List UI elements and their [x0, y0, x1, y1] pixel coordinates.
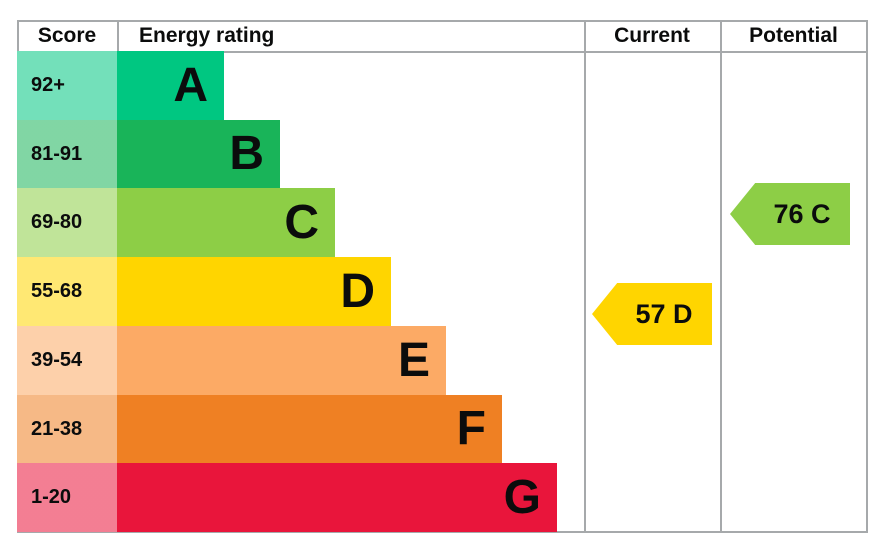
current-column-left-border	[584, 20, 586, 533]
current-column-header: Current	[614, 23, 690, 47]
potential-column-header: Potential	[749, 23, 838, 47]
score-range-f: 21-38	[17, 395, 117, 463]
score-range-d: 55-68	[17, 257, 117, 326]
score-column-right-border	[117, 20, 119, 51]
energy-rating-column-header: Energy rating	[139, 23, 275, 47]
score-column-left-border	[17, 20, 19, 51]
header-top-border	[17, 20, 867, 22]
potential-column-left-border	[720, 20, 722, 533]
score-range-g: 1-20	[17, 463, 117, 532]
rating-bar-b: B	[117, 120, 280, 188]
rating-bar-g: G	[117, 463, 557, 532]
rating-bar-a: A	[117, 51, 224, 120]
score-range-b: 81-91	[17, 120, 117, 188]
rating-bar-e: E	[117, 326, 446, 395]
score-range-e: 39-54	[17, 326, 117, 395]
score-range-c: 69-80	[17, 188, 117, 257]
rating-bar-d: D	[117, 257, 391, 326]
chart-right-border	[866, 20, 868, 533]
score-range-a: 92+	[17, 51, 117, 120]
potential-rating-arrow: 76 C	[730, 183, 850, 245]
rating-bar-f: F	[117, 395, 502, 463]
chart-bottom-border	[17, 531, 867, 533]
header-bottom-border	[17, 51, 867, 53]
score-column-header: Score	[37, 23, 97, 47]
current-rating-arrow: 57 D	[592, 283, 712, 345]
rating-bar-c: C	[117, 188, 335, 257]
